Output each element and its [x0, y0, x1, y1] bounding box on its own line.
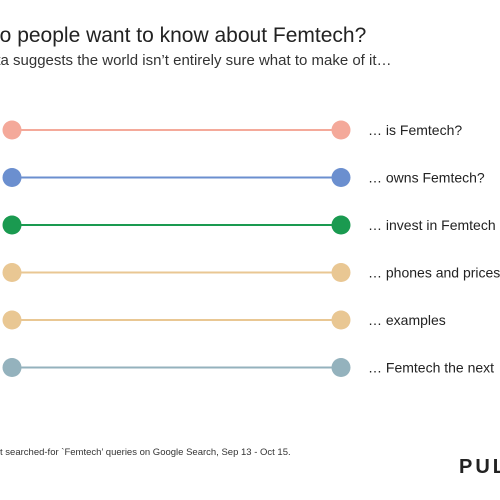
- query-label: … owns Femtech?: [368, 170, 485, 186]
- brand-logo: PUL: [459, 456, 500, 478]
- dumbbell-start-dot: [2, 215, 22, 235]
- source-footnote: ost searched-for `Femtech’ queries on Go…: [0, 447, 291, 458]
- dumbbell-end-dot: [331, 263, 351, 282]
- dumbbell-end-dot: [331, 120, 351, 140]
- dumbbell-end-dot: [331, 358, 351, 377]
- dumbbell-chart: … is Femtech? … owns Femtech? … invest in …: [2, 120, 500, 377]
- dumbbell-start-dot: [2, 168, 22, 187]
- chart-title: do people want to know about Femtech?: [0, 24, 367, 47]
- query-label: … invest in Femtech: [368, 217, 496, 233]
- chart-subtitle: ata suggests the world isn’t entirely su…: [0, 52, 392, 69]
- query-label: … phones and prices: [368, 265, 500, 281]
- dumbbell-start-dot: [2, 358, 22, 377]
- dumbbell-end-dot: [331, 310, 351, 330]
- dumbbell-end-dot: [331, 168, 351, 187]
- query-label: … Femtech the next: [368, 360, 494, 376]
- dumbbell-start-dot: [2, 263, 22, 282]
- dumbbell-start-dot: [2, 310, 22, 330]
- dumbbell-start-dot: [2, 120, 22, 140]
- query-label: … examples: [368, 312, 446, 328]
- dumbbell-end-dot: [331, 215, 351, 235]
- query-label: … is Femtech?: [368, 122, 462, 138]
